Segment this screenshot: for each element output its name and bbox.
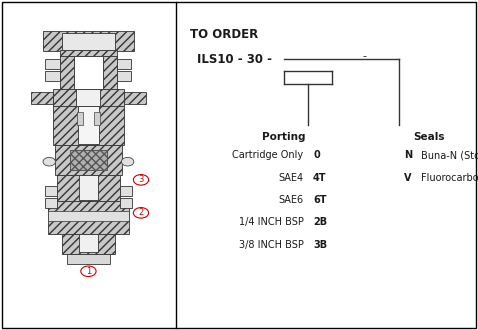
Bar [45,71,60,81]
Text: SAE6: SAE6 [278,195,304,205]
Text: Porting: Porting [262,132,306,142]
Text: 4T: 4T [313,173,326,182]
Bar [62,33,115,50]
Bar [53,89,124,106]
Bar [62,234,115,254]
Bar [45,198,57,208]
Text: Fluorocarbon: Fluorocarbon [421,173,478,182]
Bar [45,186,57,196]
Bar [31,92,53,104]
Text: 1: 1 [86,267,91,276]
Bar [77,112,83,125]
Bar [120,198,132,208]
Text: 3: 3 [138,175,144,184]
Bar [79,175,98,200]
Text: SAE4: SAE4 [278,173,304,182]
Bar [60,50,117,56]
Text: 3/8 INCH BSP: 3/8 INCH BSP [239,240,304,250]
Bar [60,56,74,89]
Bar [94,112,100,125]
Bar [76,89,100,106]
Text: N: N [404,150,412,160]
Text: Buna-N (Std.): Buna-N (Std.) [421,150,478,160]
Bar [57,175,120,201]
Circle shape [43,157,55,166]
Text: Seals: Seals [413,132,445,142]
Text: 2B: 2B [313,217,327,227]
Bar [67,254,110,264]
Circle shape [81,266,96,277]
Bar [79,234,98,252]
Bar [117,59,131,69]
Bar [43,31,134,51]
Text: V: V [404,173,412,182]
Bar [78,106,99,144]
Text: 3B: 3B [313,240,327,250]
Bar [48,211,129,221]
Text: 0: 0 [313,150,320,160]
Text: -: - [362,51,367,61]
Bar [70,150,107,170]
Bar [74,56,103,89]
Circle shape [133,175,149,185]
Text: 2: 2 [139,208,143,217]
Bar [117,71,131,81]
Text: 1/4 INCH BSP: 1/4 INCH BSP [239,217,304,227]
Bar [53,106,124,145]
Bar [120,186,132,196]
Bar [55,145,122,175]
Bar [124,92,146,104]
Bar [48,201,129,234]
Bar [103,56,117,89]
Circle shape [121,157,134,166]
Circle shape [133,208,149,218]
Text: 6T: 6T [313,195,326,205]
Text: Cartridge Only: Cartridge Only [232,150,304,160]
Text: TO ORDER: TO ORDER [190,28,259,41]
Text: ILS10 - 30 -: ILS10 - 30 - [197,53,272,66]
Bar [45,59,60,69]
